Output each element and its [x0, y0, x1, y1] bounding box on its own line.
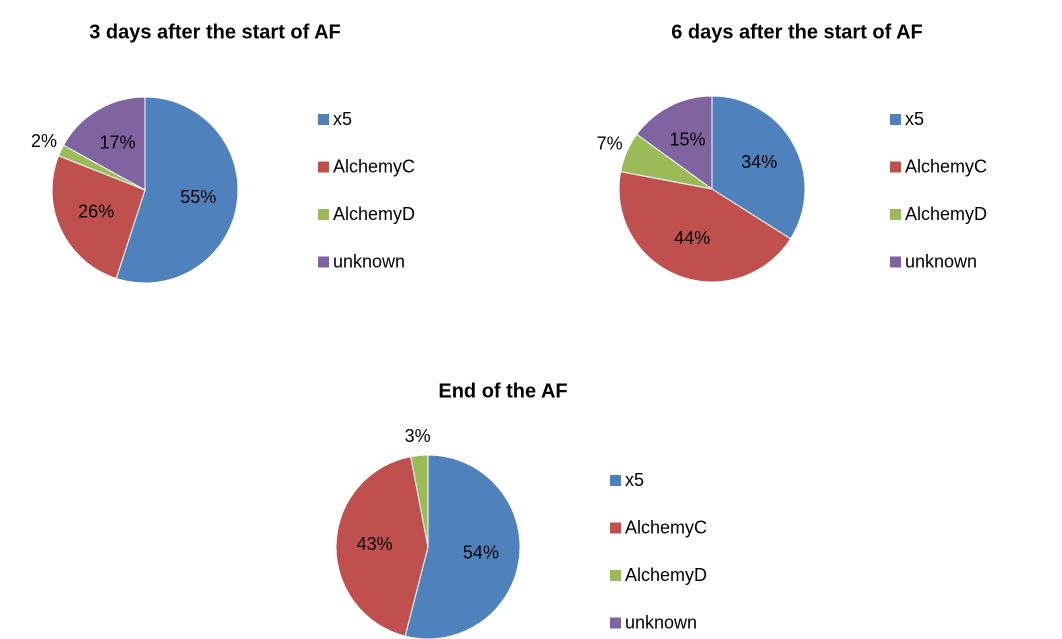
pie-slice [636, 95, 713, 190]
data-label: 55% [180, 187, 216, 207]
legend-swatch [318, 209, 329, 220]
legend-label: unknown [625, 612, 697, 632]
legend-swatch [318, 256, 329, 268]
legend-label: x5 [333, 109, 352, 129]
legend-swatch [890, 161, 901, 173]
legend-swatch [610, 522, 621, 534]
data-label: 54% [463, 542, 499, 562]
data-label: 43% [357, 534, 393, 554]
legend-label: unknown [905, 251, 977, 271]
pie-slice [711, 95, 806, 240]
legend-label: AlchemyC [333, 156, 415, 176]
legend-label: x5 [905, 109, 924, 129]
legend-swatch [318, 161, 329, 173]
chart-title: End of the AF [438, 380, 567, 402]
legend-label: x5 [625, 470, 644, 490]
data-label: 17% [100, 132, 136, 152]
legend-label: AlchemyD [905, 204, 987, 224]
data-label: 7% [597, 133, 623, 153]
chart-title: 6 days after the start of AF [671, 21, 923, 43]
legend-label: AlchemyD [625, 565, 707, 585]
pie-slice [335, 456, 429, 637]
legend-label: AlchemyD [333, 204, 415, 224]
legend-label: AlchemyC [905, 156, 987, 176]
pie-slice [115, 96, 239, 284]
legend-swatch [610, 617, 621, 629]
legend-swatch [610, 570, 621, 581]
legend-swatch [890, 114, 901, 125]
pie-slice [404, 454, 521, 639]
data-label: 2% [31, 131, 57, 151]
data-label: 34% [741, 152, 777, 172]
legend-swatch [890, 256, 901, 268]
legend-label: AlchemyC [625, 517, 707, 537]
legend-label: unknown [333, 251, 405, 271]
pie-slice [62, 96, 146, 191]
legend-swatch [610, 475, 621, 486]
data-label: 3% [405, 426, 431, 446]
data-label: 15% [669, 130, 705, 150]
pie-slice [618, 170, 792, 283]
data-label: 44% [674, 228, 710, 248]
legend-swatch [890, 209, 901, 220]
legend-swatch [318, 114, 329, 125]
pie-slice [51, 155, 146, 280]
chart-title: 3 days after the start of AF [89, 21, 341, 43]
data-label: 26% [78, 202, 114, 222]
